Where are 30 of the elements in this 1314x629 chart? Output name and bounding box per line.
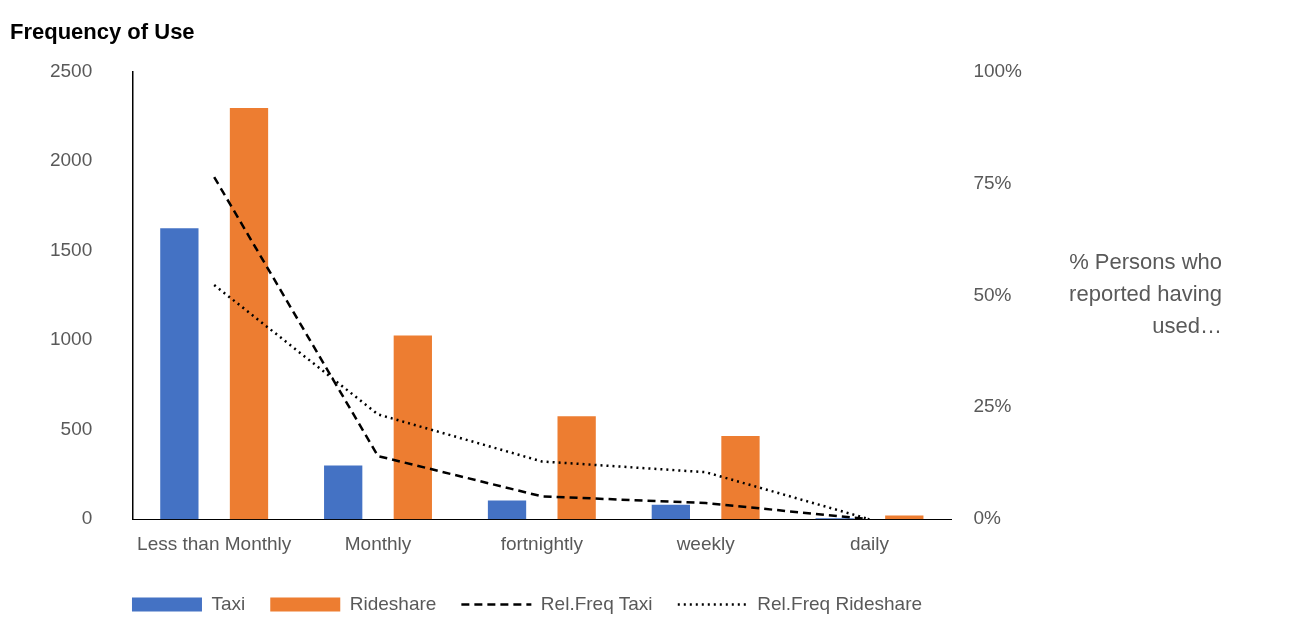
y-tick-label: 1500: [49, 238, 93, 260]
y-tick-label: 2000: [49, 149, 93, 171]
y2-tick-label: 75%: [973, 171, 1012, 193]
y2-tick-label: 50%: [973, 283, 1012, 305]
bar: [721, 435, 760, 520]
bar: [229, 108, 269, 520]
bar: [324, 465, 363, 520]
x-tick-label: weekly: [675, 532, 736, 554]
bar: [160, 228, 199, 520]
legend-label: Taxi: [211, 592, 246, 614]
x-tick-label: Less than Monthly: [137, 532, 292, 554]
y-tick-label: 0: [81, 507, 93, 529]
bar: [393, 335, 432, 520]
y2-tick-label: 0%: [973, 507, 1001, 529]
legend-label: Rel.Freq Taxi: [540, 592, 653, 614]
bar: [487, 500, 527, 520]
legend-label: Rel.Freq Rideshare: [757, 592, 923, 614]
y2-tick-label: 100%: [973, 59, 1023, 81]
bar: [557, 416, 596, 520]
y-tick-label: 1000: [49, 328, 93, 350]
x-tick-label: fortnightly: [500, 532, 584, 554]
y-tick-label: 500: [60, 417, 93, 439]
y2-tick-label: 25%: [973, 395, 1012, 417]
legend-label: Rideshare: [349, 592, 437, 614]
y-tick-label: 2500: [49, 59, 93, 81]
x-tick-label: Monthly: [344, 532, 412, 554]
bar: [651, 504, 690, 520]
chart-title: Frequency of Use: [10, 19, 195, 45]
x-tick-label: daily: [849, 532, 890, 554]
y2-axis-title: % Persons who reported having used…: [1069, 249, 1222, 339]
